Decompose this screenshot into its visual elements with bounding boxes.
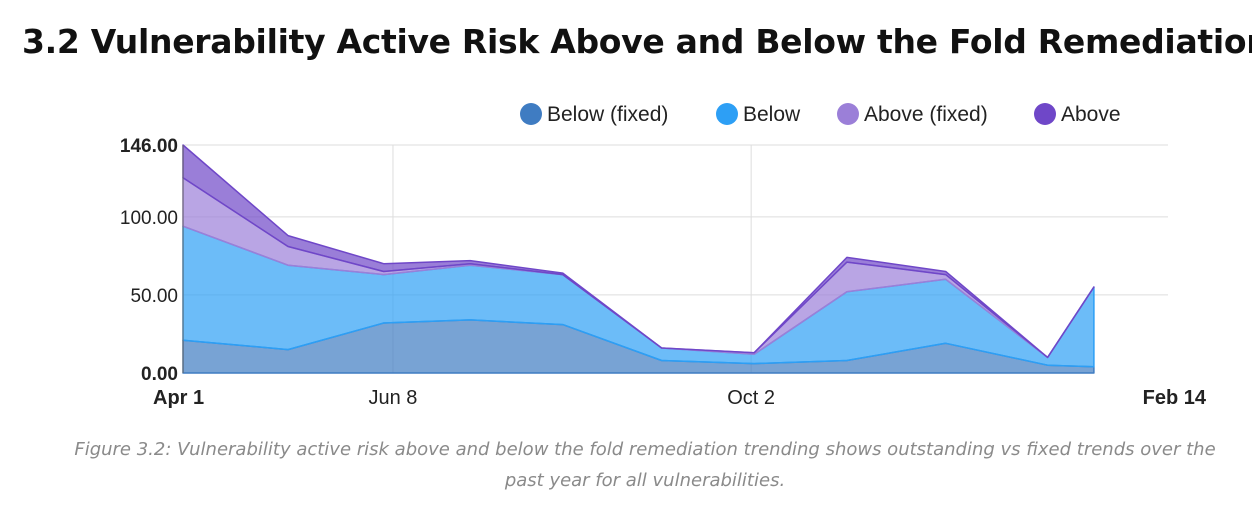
legend-label-0: Below (fixed) — [547, 103, 668, 126]
y-tick-label-1: 50.00 — [130, 286, 178, 307]
figure-caption: Figure 3.2: Vulnerability active risk ab… — [74, 439, 1216, 491]
legend-label-3: Above — [1061, 103, 1121, 126]
legend-marker-1 — [716, 103, 738, 125]
legend-marker-3 — [1034, 103, 1056, 125]
y-tick-label-2: 100.00 — [120, 208, 178, 229]
area-series-3 — [182, 144, 1095, 359]
legend-marker-2 — [837, 103, 859, 125]
legend-marker-0 — [520, 103, 542, 125]
y-tick-label-0: 0.00 — [141, 364, 178, 385]
x-tick-label-2: Oct 2 — [727, 387, 775, 409]
area-chart: 0.00 50.00 100.00 146.00 Apr 1 Jun 8 Oct 2 Feb … — [120, 103, 1207, 409]
legend-label-1: Below — [743, 103, 801, 126]
y-tick-label-3: 146.00 — [120, 136, 178, 157]
x-tick-label-3: Feb 14 — [1143, 387, 1207, 409]
x-tick-label-1: Jun 8 — [368, 387, 417, 409]
legend-label-2: Above (fixed) — [864, 103, 988, 126]
x-tick-label-0: Apr 1 — [153, 387, 204, 409]
chart-title: 3.2 Vulnerability Active Risk Above and … — [22, 22, 1252, 61]
